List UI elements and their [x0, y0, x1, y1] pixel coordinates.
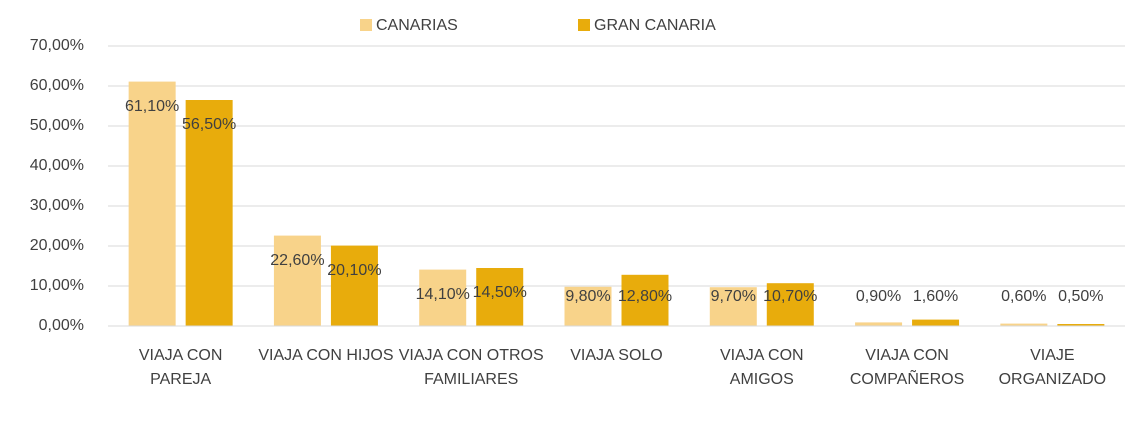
bar — [330, 245, 378, 326]
bar — [476, 268, 524, 326]
y-tick-label: 0,00% — [39, 317, 84, 334]
legend-label: GRAN CANARIA — [594, 17, 716, 34]
x-tick-label: VIAJA CON PAREJA — [138, 347, 223, 388]
legend-swatch — [578, 19, 590, 31]
y-tick-label: 70,00% — [30, 37, 84, 54]
data-label: 9,70% — [711, 288, 756, 305]
bar — [564, 286, 612, 326]
bar — [709, 287, 757, 326]
bar — [912, 319, 960, 326]
x-tick-label: VIAJA CON HIJOS — [258, 347, 394, 364]
bar — [273, 235, 321, 326]
data-label: 14,10% — [416, 286, 470, 303]
legend-label: CANARIAS — [376, 17, 458, 34]
x-tick-label: VIAJA CON COMPAÑEROS — [849, 347, 965, 388]
bar — [185, 100, 233, 326]
data-label: 22,60% — [270, 252, 324, 269]
data-label: 9,80% — [565, 288, 610, 305]
y-tick-label: 10,00% — [30, 277, 84, 294]
data-label: 0,60% — [1001, 288, 1046, 305]
data-label: 61,10% — [125, 98, 179, 115]
bar — [855, 322, 903, 326]
bar — [1057, 324, 1105, 326]
data-label: 12,80% — [618, 288, 672, 305]
y-tick-label: 40,00% — [30, 157, 84, 174]
data-label: 0,90% — [856, 288, 901, 305]
x-tick-label: VIAJA SOLO — [570, 347, 663, 364]
bar — [419, 269, 467, 326]
data-label: 56,50% — [182, 116, 236, 133]
x-tick-label: VIAJE ORGANIZADO — [998, 347, 1107, 388]
y-tick-label: 60,00% — [30, 77, 84, 94]
data-label: 0,50% — [1058, 288, 1103, 305]
y-tick-label: 20,00% — [30, 237, 84, 254]
bar — [1000, 323, 1048, 326]
x-tick-label: VIAJA CON AMIGOS — [719, 347, 804, 388]
y-tick-label: 30,00% — [30, 197, 84, 214]
bar — [766, 283, 814, 326]
bar — [621, 274, 669, 326]
data-label: 20,10% — [327, 262, 381, 279]
data-label: 10,70% — [763, 288, 817, 305]
legend-swatch — [360, 19, 372, 31]
bar — [128, 81, 176, 326]
data-label: 1,60% — [913, 288, 958, 305]
y-tick-label: 50,00% — [30, 117, 84, 134]
x-tick-label: VIAJA CON OTROS FAMILIARES — [398, 347, 544, 388]
data-label: 14,50% — [473, 284, 527, 301]
